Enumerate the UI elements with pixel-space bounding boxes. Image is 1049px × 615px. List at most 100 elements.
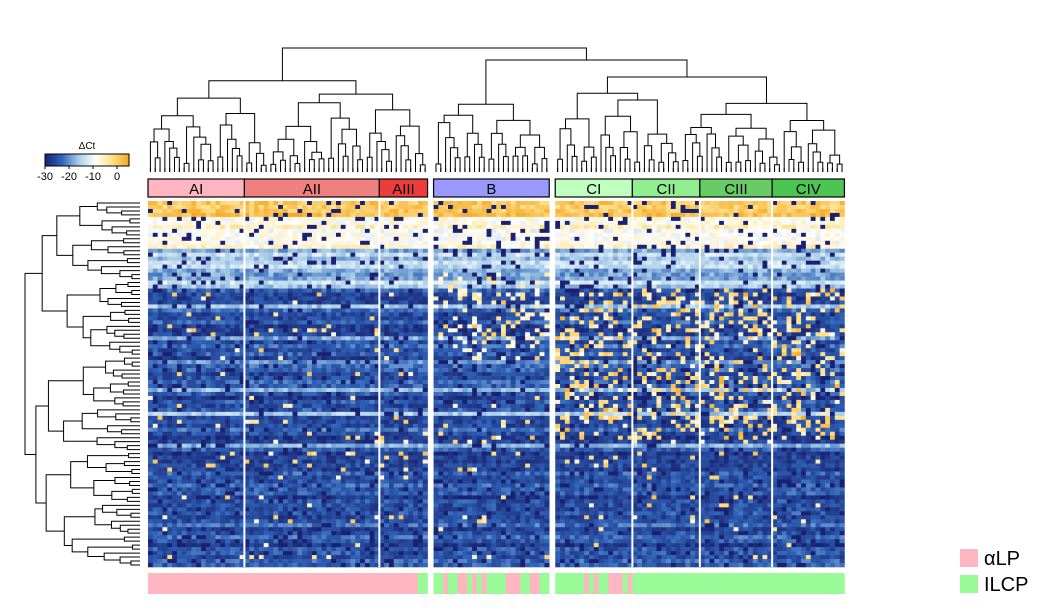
heatmap-cell — [244, 376, 250, 381]
heatmap-cell — [176, 344, 183, 349]
heatmap-cell — [379, 563, 385, 568]
heatmap-cell — [307, 340, 313, 345]
heatmap-cell — [307, 555, 313, 560]
heatmap-cell — [239, 280, 245, 285]
heatmap-cell — [282, 228, 289, 234]
heatmap-cell — [191, 300, 197, 305]
heatmap-cell — [384, 324, 390, 329]
heatmap-cell — [191, 364, 197, 369]
heatmap-cell — [191, 443, 197, 448]
heatmap-cell — [278, 463, 284, 468]
heatmap-cell — [273, 563, 279, 568]
heatmap-cell — [307, 372, 313, 377]
heatmap-cell — [263, 491, 269, 496]
heatmap-cell — [220, 515, 226, 520]
heatmap-cell — [215, 427, 221, 433]
heatmap-cell — [384, 483, 390, 488]
heatmap-cell — [263, 256, 269, 261]
heatmap-cell — [176, 300, 183, 305]
heatmap-cell — [302, 280, 308, 285]
heatmap-cell — [326, 316, 332, 321]
heatmap-cell — [225, 344, 231, 349]
heatmap-cell — [340, 551, 346, 556]
heatmap-cell — [263, 376, 269, 381]
heatmap-cell — [345, 268, 351, 273]
heatmap-cell — [152, 244, 158, 250]
heatmap-cell — [220, 348, 226, 353]
heatmap-cell — [191, 503, 197, 508]
heatmap-cell — [384, 547, 390, 552]
heatmap-cell — [157, 304, 163, 309]
heatmap-cell — [302, 252, 308, 257]
heatmap-cell — [263, 559, 269, 564]
heatmap-cell — [311, 395, 317, 401]
heatmap-cell — [345, 280, 351, 285]
heatmap-cell — [239, 563, 245, 568]
heatmap-cell — [201, 551, 207, 556]
heatmap-cell — [307, 471, 313, 476]
heatmap-cell — [249, 244, 255, 250]
heatmap-cell — [345, 475, 351, 480]
dendrogram-branch — [304, 141, 318, 172]
heatmap-cell — [225, 220, 231, 226]
heatmap-cell — [350, 435, 356, 440]
dendrogram-branch — [71, 538, 125, 553]
heatmap-cell — [379, 483, 385, 488]
heatmap-cell — [258, 368, 264, 373]
heatmap-cell — [258, 555, 264, 560]
heatmap-cell — [234, 415, 240, 421]
heatmap-cell — [234, 364, 240, 369]
heatmap-cell — [292, 332, 298, 337]
heatmap-cell — [249, 292, 255, 297]
heatmap-cell — [278, 467, 284, 472]
heatmap-cell — [263, 415, 269, 421]
heatmap-cell — [360, 395, 366, 401]
heatmap-cell — [297, 220, 303, 226]
heatmap-cell — [210, 332, 216, 337]
heatmap-cell — [316, 507, 322, 512]
heatmap-cell — [176, 368, 183, 373]
heatmap-cell — [210, 439, 216, 444]
heatmap-cell — [254, 308, 260, 313]
heatmap-cell — [335, 459, 342, 464]
heatmap-cell — [360, 304, 366, 309]
heatmap-cell — [331, 232, 337, 238]
heatmap-cell — [167, 304, 173, 309]
heatmap-cell — [191, 380, 197, 385]
heatmap-cell — [215, 399, 221, 405]
heatmap-cell — [369, 479, 375, 484]
heatmap-cell — [191, 499, 197, 504]
heatmap-cell — [249, 463, 255, 468]
heatmap-cell — [335, 539, 342, 544]
heatmap-cell — [360, 535, 366, 540]
heatmap-cell — [374, 455, 380, 460]
heatmap-cell — [162, 232, 168, 238]
heatmap-cell — [360, 356, 366, 361]
heatmap-cell — [196, 268, 202, 273]
heatmap-cell — [186, 284, 192, 289]
heatmap-cell — [172, 447, 178, 452]
heatmap-cell — [254, 399, 260, 405]
heatmap-cell — [254, 252, 260, 257]
heatmap-cell — [162, 475, 168, 480]
dendrogram-branch — [123, 461, 140, 467]
heatmap-cell — [364, 475, 371, 480]
heatmap-cell — [302, 415, 308, 421]
heatmap-cell — [355, 555, 361, 560]
heatmap-cell — [225, 208, 231, 214]
heatmap-cell — [340, 240, 346, 246]
heatmap-cell — [369, 228, 375, 234]
heatmap-cell — [360, 340, 366, 345]
heatmap-cell — [157, 344, 163, 349]
heatmap-cell — [162, 447, 168, 452]
heatmap-cell — [307, 232, 313, 238]
heatmap-cell — [268, 224, 274, 230]
heatmap-cell — [157, 320, 163, 325]
heatmap-cell — [225, 563, 231, 568]
heatmap-cell — [186, 423, 192, 429]
heatmap-cell — [331, 240, 337, 246]
heatmap-cell — [181, 423, 187, 429]
dendrogram-branch — [634, 161, 641, 172]
heatmap-cell — [355, 376, 361, 381]
heatmap-cell — [311, 308, 317, 313]
